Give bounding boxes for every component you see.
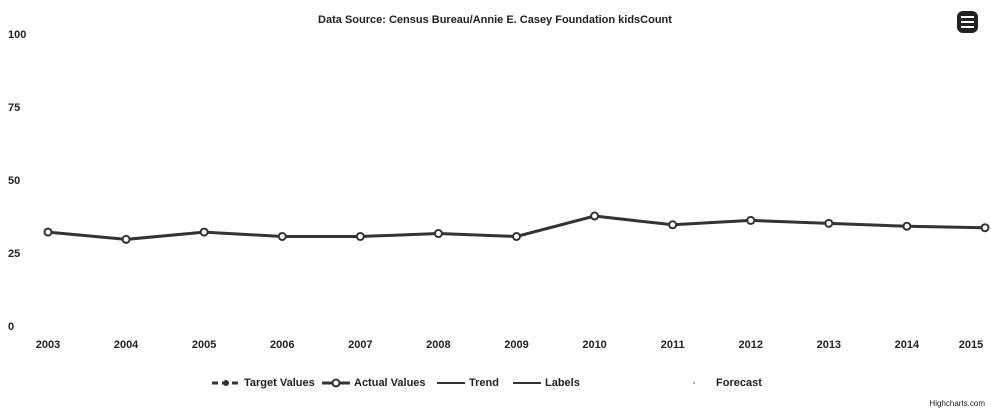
credits[interactable]: Highcharts.com [929, 399, 985, 408]
point-marker [902, 221, 912, 231]
legend-item[interactable]: Forecast [716, 377, 762, 389]
legend-symbol [693, 382, 695, 384]
point-marker [590, 211, 600, 221]
legend-item[interactable]: Target Values [244, 377, 315, 389]
y-tick-label: 75 [8, 102, 20, 114]
legend-item[interactable]: Labels [545, 377, 580, 389]
point-marker [355, 231, 365, 241]
x-tick-label: 2011 [661, 339, 685, 351]
y-tick-label: 25 [8, 248, 20, 260]
menu-button[interactable] [957, 11, 978, 33]
point-marker [668, 220, 678, 230]
y-tick-label: 50 [8, 175, 20, 187]
point-marker [433, 229, 443, 239]
point-marker [512, 231, 521, 241]
point-marker [746, 215, 756, 225]
legend-symbol [223, 380, 229, 386]
legend-item[interactable]: Trend [469, 377, 499, 389]
point-marker [43, 227, 53, 237]
point-marker [277, 231, 287, 241]
x-tick-label: 2015 [959, 339, 983, 351]
x-tick-label: 2003 [36, 339, 60, 351]
x-tick-label: 2010 [582, 339, 606, 351]
x-tick-label: 2009 [504, 339, 528, 351]
x-tick-label: 2014 [895, 339, 920, 351]
x-tick-label: 2005 [192, 339, 216, 351]
y-tick-label: 0 [8, 321, 14, 333]
x-tick-label: 2007 [348, 339, 372, 351]
point-marker [121, 234, 131, 244]
y-tick-label: 100 [8, 29, 26, 41]
point-marker [824, 218, 834, 228]
point-marker [199, 227, 209, 237]
legend-symbol [331, 378, 341, 388]
x-tick-label: 2012 [739, 339, 763, 351]
x-tick-label: 2008 [426, 339, 450, 351]
x-tick-label: 2004 [114, 339, 139, 351]
chart-title: Data Source: Census Bureau/Annie E. Case… [318, 14, 672, 26]
x-tick-label: 2013 [817, 339, 841, 351]
point-marker [980, 223, 990, 233]
x-tick-label: 2006 [270, 339, 294, 351]
legend-item[interactable]: Actual Values [354, 377, 426, 389]
